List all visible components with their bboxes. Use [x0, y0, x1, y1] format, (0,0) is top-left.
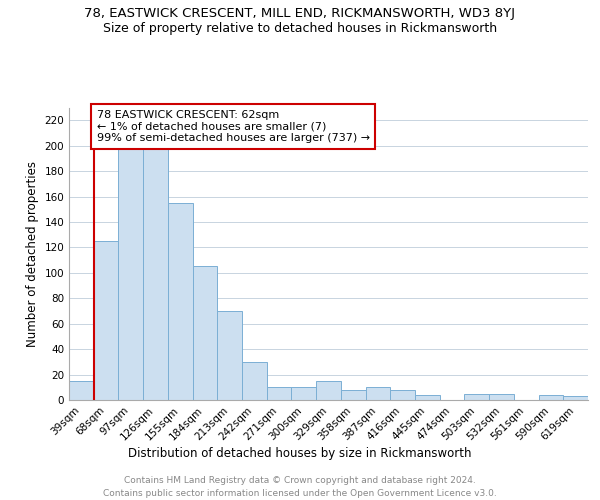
- Text: 78, EASTWICK CRESCENT, MILL END, RICKMANSWORTH, WD3 8YJ: 78, EASTWICK CRESCENT, MILL END, RICKMAN…: [85, 8, 515, 20]
- Bar: [292, 388, 316, 400]
- Bar: [316, 381, 341, 400]
- Bar: [267, 388, 292, 400]
- Bar: [242, 362, 267, 400]
- Bar: [168, 203, 193, 400]
- Bar: [464, 394, 489, 400]
- Bar: [563, 396, 588, 400]
- Bar: [118, 146, 143, 400]
- Bar: [94, 241, 118, 400]
- Text: Size of property relative to detached houses in Rickmansworth: Size of property relative to detached ho…: [103, 22, 497, 35]
- Bar: [217, 311, 242, 400]
- Bar: [390, 390, 415, 400]
- Bar: [539, 395, 563, 400]
- Bar: [489, 394, 514, 400]
- Text: Distribution of detached houses by size in Rickmansworth: Distribution of detached houses by size …: [128, 448, 472, 460]
- Bar: [193, 266, 217, 400]
- Text: 78 EASTWICK CRESCENT: 62sqm
← 1% of detached houses are smaller (7)
99% of semi-: 78 EASTWICK CRESCENT: 62sqm ← 1% of deta…: [97, 110, 370, 143]
- Text: Contains HM Land Registry data © Crown copyright and database right 2024.
Contai: Contains HM Land Registry data © Crown c…: [103, 476, 497, 498]
- Bar: [341, 390, 365, 400]
- Bar: [143, 133, 168, 400]
- Y-axis label: Number of detached properties: Number of detached properties: [26, 161, 39, 347]
- Bar: [69, 381, 94, 400]
- Bar: [365, 388, 390, 400]
- Bar: [415, 395, 440, 400]
